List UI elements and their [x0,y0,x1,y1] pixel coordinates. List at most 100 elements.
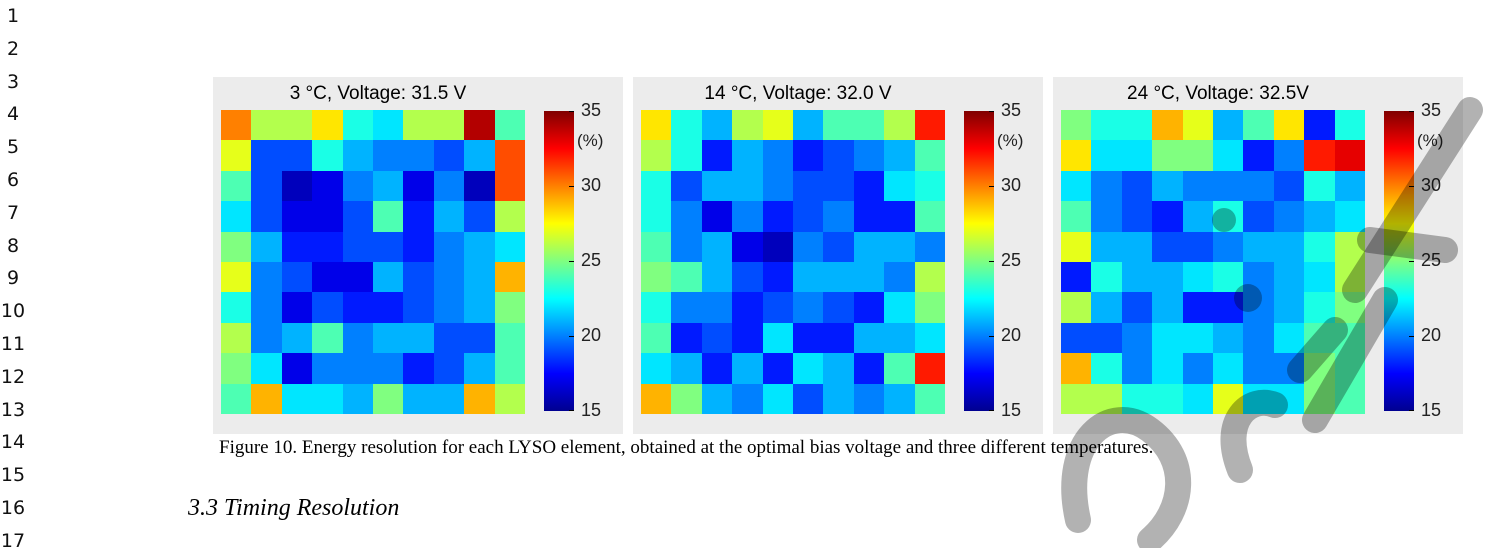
heatmap-cell [793,170,824,202]
colorbar-tick-label: 20 [1421,325,1442,345]
heatmap-cell [403,170,434,202]
heatmap-cell [732,110,763,141]
heatmap-cell [641,231,672,262]
heatmap-cell [1243,140,1274,171]
heatmap-cell [1091,110,1122,141]
heatmap-cell [433,292,465,323]
colorbar-tick [569,111,574,112]
heatmap-cell [762,170,793,202]
heatmap-cell [793,231,824,262]
heatmap-cell [251,110,282,141]
heatmap-cell [1121,170,1153,202]
line-number: 14 [0,431,26,454]
heatmap-cell [403,140,434,171]
heatmap-cell [464,262,495,293]
line-number: 2 [6,37,20,60]
heatmap-cell [1091,231,1122,262]
heatmap-cell [312,140,343,171]
heatmap-cell [1334,110,1365,141]
heatmap-cell [762,201,793,232]
heatmap-cell [433,170,465,202]
panel-title-1: 3 °C, Voltage: 31.5 V [289,83,467,104]
heatmap-cell [221,322,252,354]
heatmap-cell [701,322,733,354]
heatmap-cell [342,322,373,354]
heatmap-cell [701,201,733,232]
heatmap-cell [1121,140,1153,171]
heatmap-cell [823,201,854,232]
heatmap-cell [1273,231,1305,262]
colorbar-tick [989,410,994,411]
colorbar-tick-label: 25 [581,250,602,270]
heatmap-cell [793,110,824,141]
heatmap-cell [251,353,282,384]
colorbar-tick [1409,186,1414,187]
heatmap-cell [1091,383,1122,414]
heatmap-cell [1061,140,1092,171]
heatmap-cell [373,201,404,232]
heatmap-cell [1213,262,1244,293]
line-number: 16 [0,497,26,519]
heatmap-cell [464,201,495,232]
heatmap-cell [671,322,702,354]
heatmap-cell [221,353,252,384]
heatmap-cell [823,353,854,384]
heatmap-cell [914,140,945,171]
heatmap-cell [732,262,763,293]
colorbar-tick-label: 30 [1001,175,1022,195]
heatmap-cell [281,231,313,262]
heatmap-cell [403,322,434,354]
colorbar-3: (%) 15 20 25 30 35 [1384,100,1462,420]
heatmap-cell [433,231,465,262]
heatmap-cell [701,292,733,323]
colorbar-1: (%) 15 20 25 30 35 [544,100,622,420]
heatmap-cell [342,140,373,171]
heatmap-cell [221,292,252,323]
heatmap-cell [671,231,702,262]
heatmap-cell [342,383,373,414]
heatmap-cell [762,322,793,354]
heatmap-cell [914,262,945,293]
heatmap-cell [494,110,525,141]
heatmap-cell [1061,201,1092,232]
heatmap-cell [1213,322,1244,354]
heatmap-cell [914,231,945,262]
heatmap-cell [1152,353,1183,384]
heatmap-grid-2 [641,110,945,414]
colorbar-2: (%) 15 20 25 30 35 [964,100,1042,420]
colorbar-tick-label: 30 [1421,175,1442,195]
heatmap-cell [793,322,824,354]
colorbar-tick-label: 20 [1001,325,1022,345]
heatmap-cell [793,383,824,414]
heatmap-cell [312,110,343,141]
heatmap-cell [1273,322,1305,354]
heatmap-cell [1091,322,1122,354]
heatmap-cell [1334,353,1365,384]
heatmap-cell [701,353,733,384]
heatmap-cell [251,231,282,262]
heatmap-cell [732,292,763,323]
heatmap-cell [671,262,702,293]
heatmap-cell [1304,322,1335,354]
heatmap-cell [793,292,824,323]
heatmap-cell [403,383,434,414]
line-number: 6 [6,169,20,191]
heatmap-cell [433,201,465,232]
colorbar-tick-label: 15 [581,400,602,420]
heatmap-cell [884,140,915,171]
heatmap-cell [671,110,702,141]
heatmap-cell [221,201,252,232]
heatmap-cell [464,231,495,262]
heatmap-cell [494,292,525,323]
heatmap-cell [1304,201,1335,232]
figure-caption: Figure 10. Energy resolution for each LY… [219,437,1154,458]
heatmap-cell [251,322,282,354]
heatmap-cell [641,170,672,202]
heatmap-cell [701,262,733,293]
heatmap-cell [1121,353,1153,384]
heatmap-cell [671,170,702,202]
colorbar-tick [569,410,574,411]
heatmap-cell [281,140,313,171]
heatmap-cell [373,262,404,293]
heatmap-cell [641,292,672,323]
